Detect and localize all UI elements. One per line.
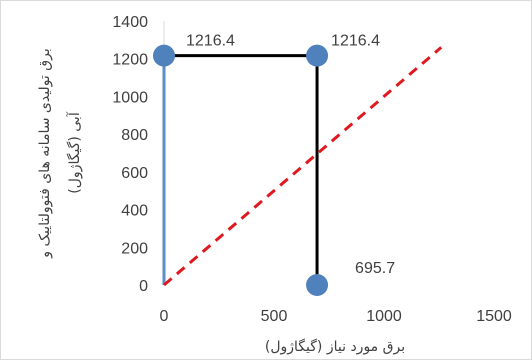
points-layer [153,44,329,296]
x-tick-label: 1500 [476,308,512,325]
data-label-top-right: 1216.4 [331,33,380,50]
x-tick-label: 500 [261,308,288,325]
data-point-1 [153,44,175,67]
data-label-bottom: 695.7 [355,260,395,277]
y-axis-title-line-2: آبی (گیگاژول) [66,111,83,194]
series-layer [162,46,443,287]
y-tick-label: 1000 [112,89,148,106]
y-tick-label: 400 [121,203,148,220]
y-tick-label: 0 [139,278,148,295]
data-point-3 [306,274,329,296]
y-tick-label: 1400 [112,14,148,31]
y-tick-label: 600 [121,165,148,182]
series-line-2 [164,54,319,285]
x-axis-title: برق مورد نیاز (گیگاژول) [265,338,405,355]
x-axis-ticks: 0 500 1000 1500 [160,308,512,325]
y-axis-ticks: 0 200 400 600 800 1000 1200 1400 [112,14,148,295]
series-line-3 [163,46,443,287]
y-tick-label: 1200 [112,52,148,69]
y-tick-label: 800 [121,127,148,144]
x-tick-label: 1000 [366,308,402,325]
data-point-2 [306,44,329,67]
data-label-top-left: 1216.4 [186,33,235,50]
y-tick-label: 200 [121,240,148,257]
x-tick-label: 0 [160,308,169,325]
y-axis-title-line-1: برق تولیدی سامانه های فتوولتاییک و [37,48,53,259]
data-labels: 1216.4 1216.4 695.7 [186,33,395,277]
